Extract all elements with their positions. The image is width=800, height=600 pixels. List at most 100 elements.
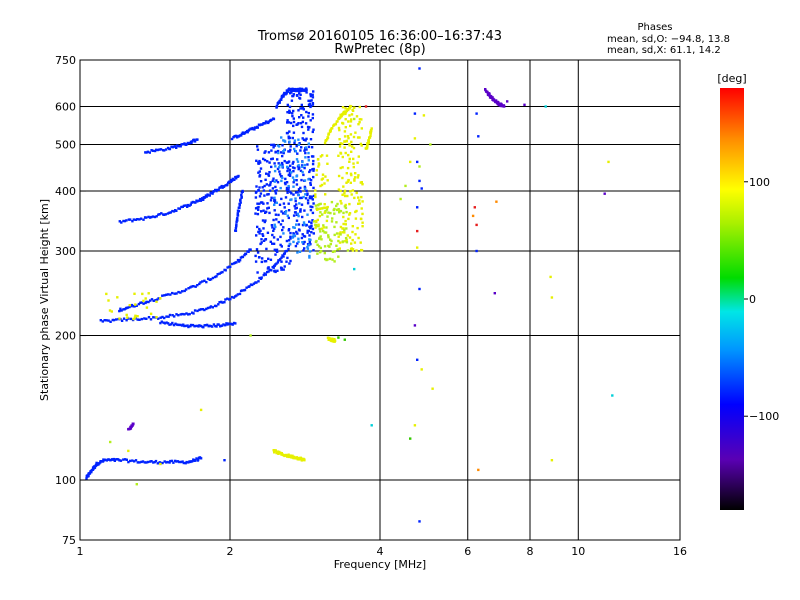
data-point [209, 305, 213, 308]
data-point [325, 226, 328, 229]
data-point [318, 236, 321, 240]
data-point [308, 225, 311, 228]
data-point [123, 219, 127, 223]
data-point [493, 292, 496, 295]
data-point [288, 242, 291, 246]
data-point [118, 459, 121, 462]
data-point [315, 173, 318, 176]
x-tick-label: 10 [571, 545, 585, 558]
data-point [189, 325, 192, 328]
data-point [488, 94, 491, 97]
data-point [256, 212, 260, 216]
data-point [162, 321, 165, 324]
data-point [259, 201, 263, 204]
data-point [284, 212, 287, 215]
data-point [343, 231, 346, 234]
data-point [308, 254, 311, 258]
data-point [311, 116, 314, 120]
data-point [307, 111, 310, 115]
data-point [360, 195, 363, 199]
data-point [285, 181, 289, 184]
data-point [125, 219, 128, 222]
data-point [270, 157, 273, 161]
data-point [307, 229, 310, 233]
data-point [202, 326, 205, 329]
data-point [603, 192, 606, 195]
data-point [308, 234, 311, 237]
data-point [356, 161, 359, 164]
x-tick-label: 1 [77, 545, 84, 558]
data-point [349, 181, 352, 184]
data-point [118, 317, 121, 320]
data-point [339, 189, 342, 193]
data-point [297, 87, 300, 91]
data-point [331, 258, 334, 261]
data-point [306, 193, 309, 197]
data-point [135, 304, 138, 307]
data-point [272, 177, 275, 180]
data-point [340, 202, 343, 205]
data-point [285, 239, 289, 243]
data-point [350, 140, 353, 144]
data-point [287, 184, 290, 188]
data-point [360, 144, 363, 147]
data-point [232, 296, 236, 299]
data-point [282, 255, 285, 258]
data-point [277, 162, 280, 165]
data-point [304, 122, 308, 125]
data-point [198, 308, 201, 312]
data-point [105, 292, 108, 296]
data-point [254, 212, 257, 215]
data-point [416, 206, 419, 209]
data-point [120, 319, 124, 322]
data-point [308, 178, 311, 181]
data-point [282, 232, 285, 235]
data-point [264, 260, 268, 263]
data-point [334, 122, 338, 126]
data-point [238, 134, 242, 137]
data-point [337, 188, 341, 191]
data-point [150, 298, 154, 301]
data-point [99, 319, 102, 322]
data-point [274, 225, 277, 229]
data-point [222, 323, 225, 326]
data-point [311, 227, 315, 231]
data-point [279, 235, 282, 239]
data-point [274, 192, 278, 195]
data-point [196, 200, 199, 203]
data-point [292, 214, 296, 217]
data-point [330, 239, 333, 243]
data-point [165, 315, 168, 318]
data-point [287, 121, 291, 124]
data-point [346, 234, 349, 237]
data-point [217, 303, 220, 306]
data-point [254, 196, 258, 199]
data-point [289, 145, 292, 148]
data-point [191, 311, 194, 314]
data-point [316, 243, 319, 246]
data-point [203, 324, 206, 327]
data-point [320, 227, 324, 230]
data-point [93, 466, 97, 469]
colorbar [720, 88, 744, 510]
data-point [299, 190, 302, 193]
x-tick-label: 4 [377, 545, 384, 558]
data-point [311, 103, 315, 106]
data-point [273, 203, 276, 206]
data-point [276, 158, 279, 161]
y-tick-label: 600 [55, 101, 76, 114]
data-point [266, 270, 269, 274]
data-point [295, 206, 298, 210]
data-point [285, 260, 288, 263]
data-point [301, 137, 304, 140]
data-point [264, 150, 267, 153]
data-point [176, 460, 180, 463]
data-point [159, 462, 162, 466]
data-point [318, 227, 321, 231]
data-point [324, 193, 327, 196]
data-point [361, 200, 364, 203]
data-point [497, 101, 500, 104]
data-point [257, 280, 260, 283]
data-point [322, 229, 325, 233]
data-point [209, 191, 213, 194]
